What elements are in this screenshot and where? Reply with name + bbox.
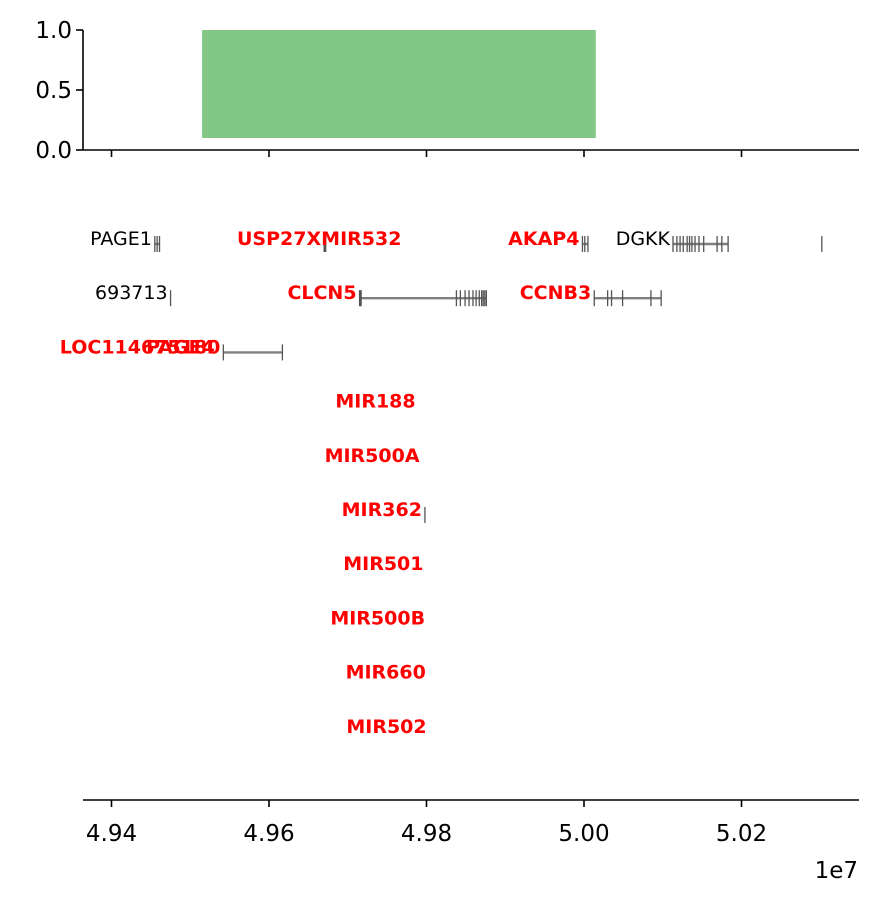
gene-label: USP27X [237, 228, 321, 250]
gene-mark: MIR362 [342, 499, 426, 523]
gene-mark: USP27X [237, 228, 327, 252]
coverage-y-tick-label: 0.5 [35, 78, 72, 104]
coverage-bar [202, 30, 596, 138]
gene-label: LOC114675180 [60, 336, 221, 358]
gene-mark: MIR660 [346, 662, 426, 684]
x-offset-label: 1e7 [815, 858, 858, 884]
gene-label: MIR660 [346, 662, 426, 684]
gene-mark: MIR500B [330, 607, 425, 629]
gene-label: MIR502 [346, 716, 426, 738]
gene-marks: PAGE1 USP27X MIR532 AKAP4 DGKK 693713 CLCN5 CCN… [60, 228, 823, 738]
gene-label: 693713 [95, 282, 168, 304]
gene-label: MIR500A [325, 445, 420, 467]
gene-label: PAGE1 [90, 228, 152, 250]
gene-label: CCNB3 [520, 282, 592, 304]
genes-x-tick-label: 5.00 [558, 821, 609, 847]
gene-label: MIR501 [343, 553, 423, 575]
gene-label: PAGE4 [146, 336, 215, 358]
gene-mark: LOC114675180 [60, 336, 284, 361]
gene-label: MIR362 [342, 499, 422, 521]
gene-mark: CLCN5 [287, 282, 488, 307]
genes-x-tick-label: 4.98 [401, 821, 452, 847]
gene-mark: PAGE1 [90, 228, 161, 252]
coverage-y-tick-label: 0.0 [35, 138, 72, 164]
gene-label: AKAP4 [508, 228, 579, 250]
gene-mark: MIR501 [343, 553, 423, 575]
gene-label: CLCN5 [287, 282, 356, 304]
coverage-panel: 0.0 0.5 1.0 [35, 18, 859, 164]
gene-mark: 693713 [95, 282, 172, 307]
gene-mark: PAGE4 [146, 336, 215, 358]
genes-x-tick-label: 4.94 [86, 821, 137, 847]
coverage-x-ticks [110, 150, 743, 157]
gene-track-panel: PAGE1 USP27X MIR532 AKAP4 DGKK 693713 CLCN5 CCN… [60, 228, 859, 884]
genes-x-ticks: 4.94 4.96 4.98 5.00 5.02 [86, 800, 767, 847]
gene-mark: CCNB3 [520, 282, 662, 307]
coverage-y-tick-label: 1.0 [35, 18, 72, 44]
gene-mark: MIR502 [346, 716, 426, 738]
gene-mark: AKAP4 [508, 228, 589, 252]
gene-label: DGKK [616, 228, 671, 250]
gene-label: MIR188 [335, 391, 415, 413]
gene-label: MIR500B [330, 607, 425, 629]
coverage-y-ticks: 0.0 0.5 1.0 [35, 18, 83, 164]
genes-x-tick-label: 5.02 [716, 821, 767, 847]
gene-mark: MIR532 [321, 228, 401, 250]
gene-mark: MIR500A [325, 445, 420, 467]
gene-mark: DGKK [616, 228, 729, 252]
gene-label: MIR532 [321, 228, 401, 250]
genes-x-tick-label: 4.96 [243, 821, 294, 847]
gene-mark: MIR188 [335, 391, 415, 413]
coverage-bars [202, 30, 596, 138]
